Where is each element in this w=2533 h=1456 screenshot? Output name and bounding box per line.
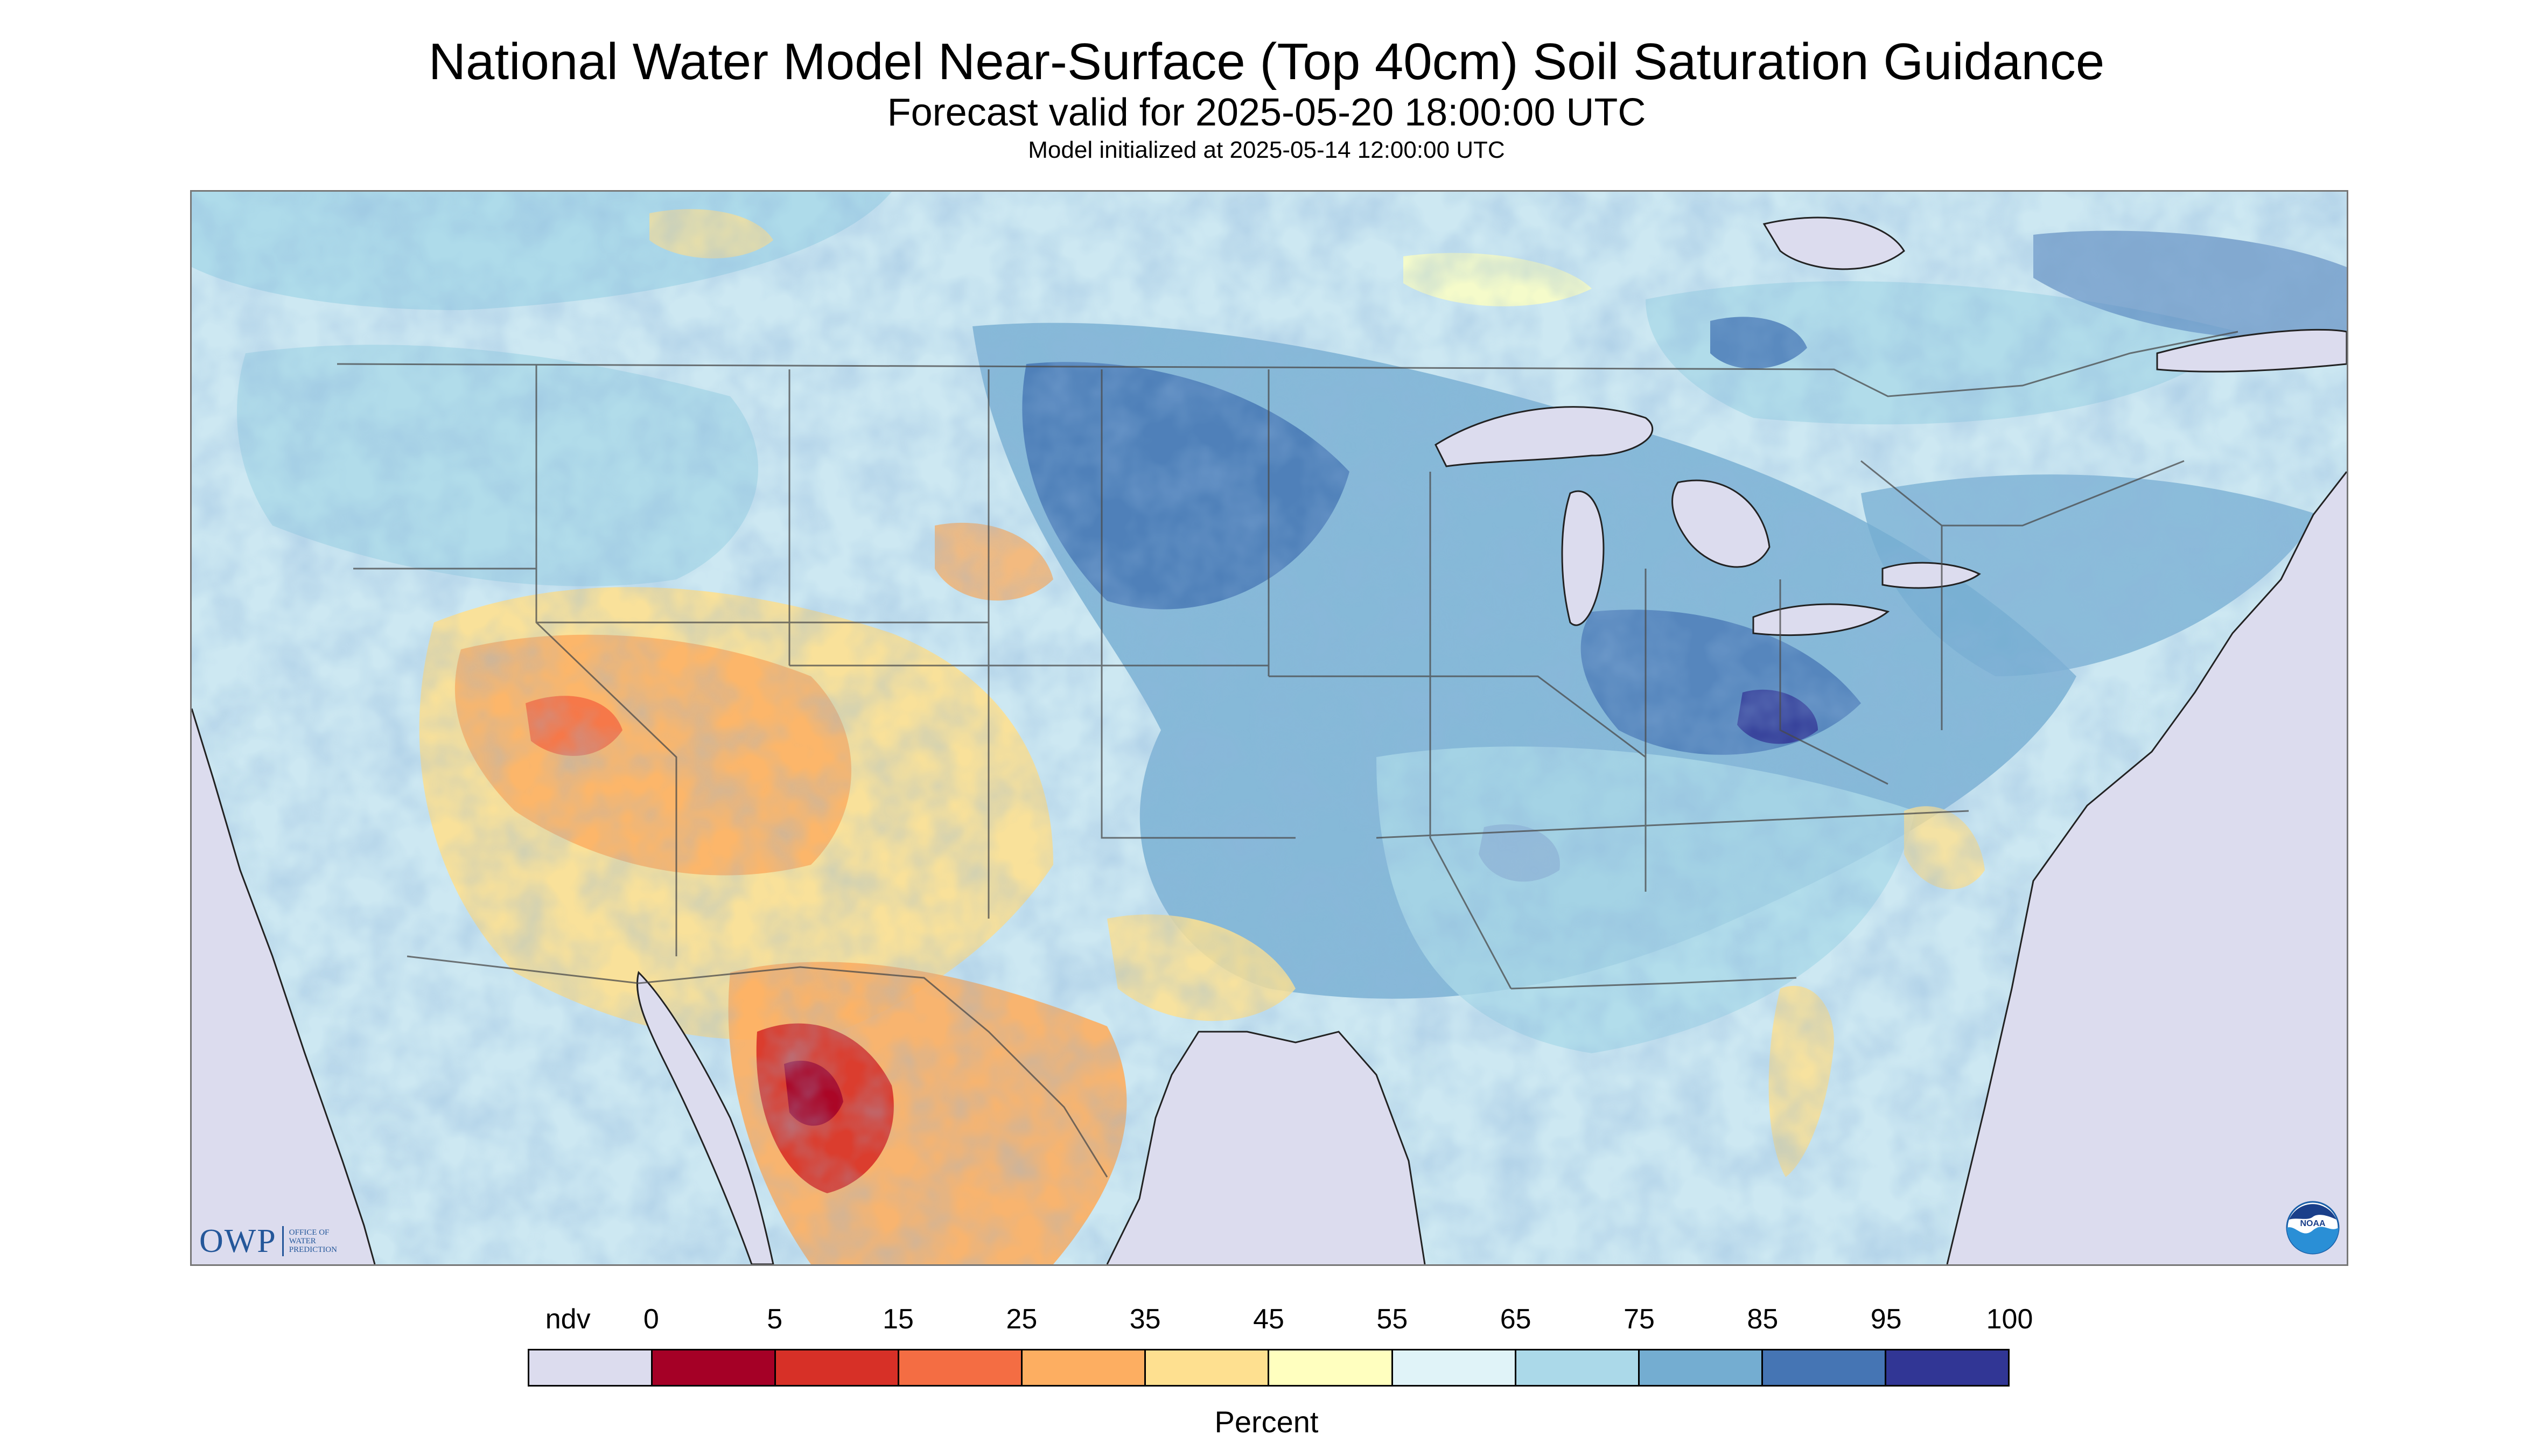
legend-tick-label: 85 <box>1747 1304 1779 1335</box>
noaa-logo-text: NOAA <box>2300 1219 2326 1228</box>
legend-bin-5 <box>1146 1350 1270 1385</box>
legend-tick-label: 15 <box>883 1304 914 1335</box>
pacific-coastline <box>192 708 376 1264</box>
legend-bin-0 <box>529 1350 653 1385</box>
legend-bin-8 <box>1516 1350 1640 1385</box>
gulf-coastline <box>1106 1031 1426 1264</box>
us-mexico-border <box>407 955 1108 1178</box>
legend-tick-label: 95 <box>1870 1304 1902 1335</box>
legend-bin-7 <box>1393 1350 1516 1385</box>
us-canada-border <box>337 331 2238 397</box>
lake-michigan <box>1561 490 1605 626</box>
legend-bin-4 <box>1023 1350 1146 1385</box>
legend-bin-1 <box>653 1350 776 1385</box>
forecast-valid-time: Forecast valid for 2025-05-20 18:00:00 U… <box>887 91 1646 134</box>
owp-line-2: Water <box>289 1237 316 1245</box>
map-title: National Water Model Near-Surface (Top 4… <box>428 33 2105 90</box>
legend-bin-9 <box>1639 1350 1763 1385</box>
owp-line-1: Office of <box>289 1228 330 1237</box>
legend-colorbar <box>528 1349 2010 1387</box>
owp-logo: OWP Office of Water Prediction <box>199 1222 337 1260</box>
owp-line-3: Prediction <box>289 1245 337 1254</box>
legend-unit: Percent <box>1214 1405 1319 1439</box>
legend-tick-label: 100 <box>1986 1304 2033 1335</box>
legend-bin-3 <box>899 1350 1023 1385</box>
legend-bin-10 <box>1762 1350 1886 1385</box>
legend-bin-2 <box>776 1350 900 1385</box>
legend-tick-label: 35 <box>1129 1304 1161 1335</box>
gulf-of-california <box>636 971 774 1264</box>
model-init-time: Model initialized at 2025-05-14 12:00:00… <box>1028 137 1505 163</box>
map-canvas <box>192 192 2347 1264</box>
owp-logo-mark: OWP <box>199 1222 277 1259</box>
noaa-logo-icon: NOAA <box>2286 1201 2340 1255</box>
legend-tick-label: 25 <box>1006 1304 1038 1335</box>
legend-tick-label: 45 <box>1253 1304 1284 1335</box>
lake-superior <box>1435 406 1654 467</box>
lake-ontario <box>1881 562 1981 589</box>
atlantic-coastline <box>1946 471 2347 1264</box>
political-borders <box>337 331 2238 1178</box>
owp-logo-subtext: Office of Water Prediction <box>289 1228 337 1254</box>
legend-tick-label: 65 <box>1500 1304 1531 1335</box>
legend-tick-label: 55 <box>1376 1304 1408 1335</box>
lake-erie <box>1752 603 1890 636</box>
legend-tick-label: 75 <box>1624 1304 1655 1335</box>
great-lakes <box>1435 406 1981 636</box>
st-lawrence-gulf <box>2156 328 2347 373</box>
lake-huron <box>1671 479 1771 568</box>
legend-bin-6 <box>1269 1350 1393 1385</box>
soil-saturation-map <box>190 190 2348 1266</box>
owp-logo-divider <box>282 1226 284 1256</box>
legend-tick-label: 0 <box>643 1304 659 1335</box>
legend-bin-11 <box>1886 1350 2008 1385</box>
james-bay <box>1762 216 1905 270</box>
legend-tick-label: 5 <box>767 1304 783 1335</box>
legend-tick-label: ndv <box>545 1304 591 1335</box>
